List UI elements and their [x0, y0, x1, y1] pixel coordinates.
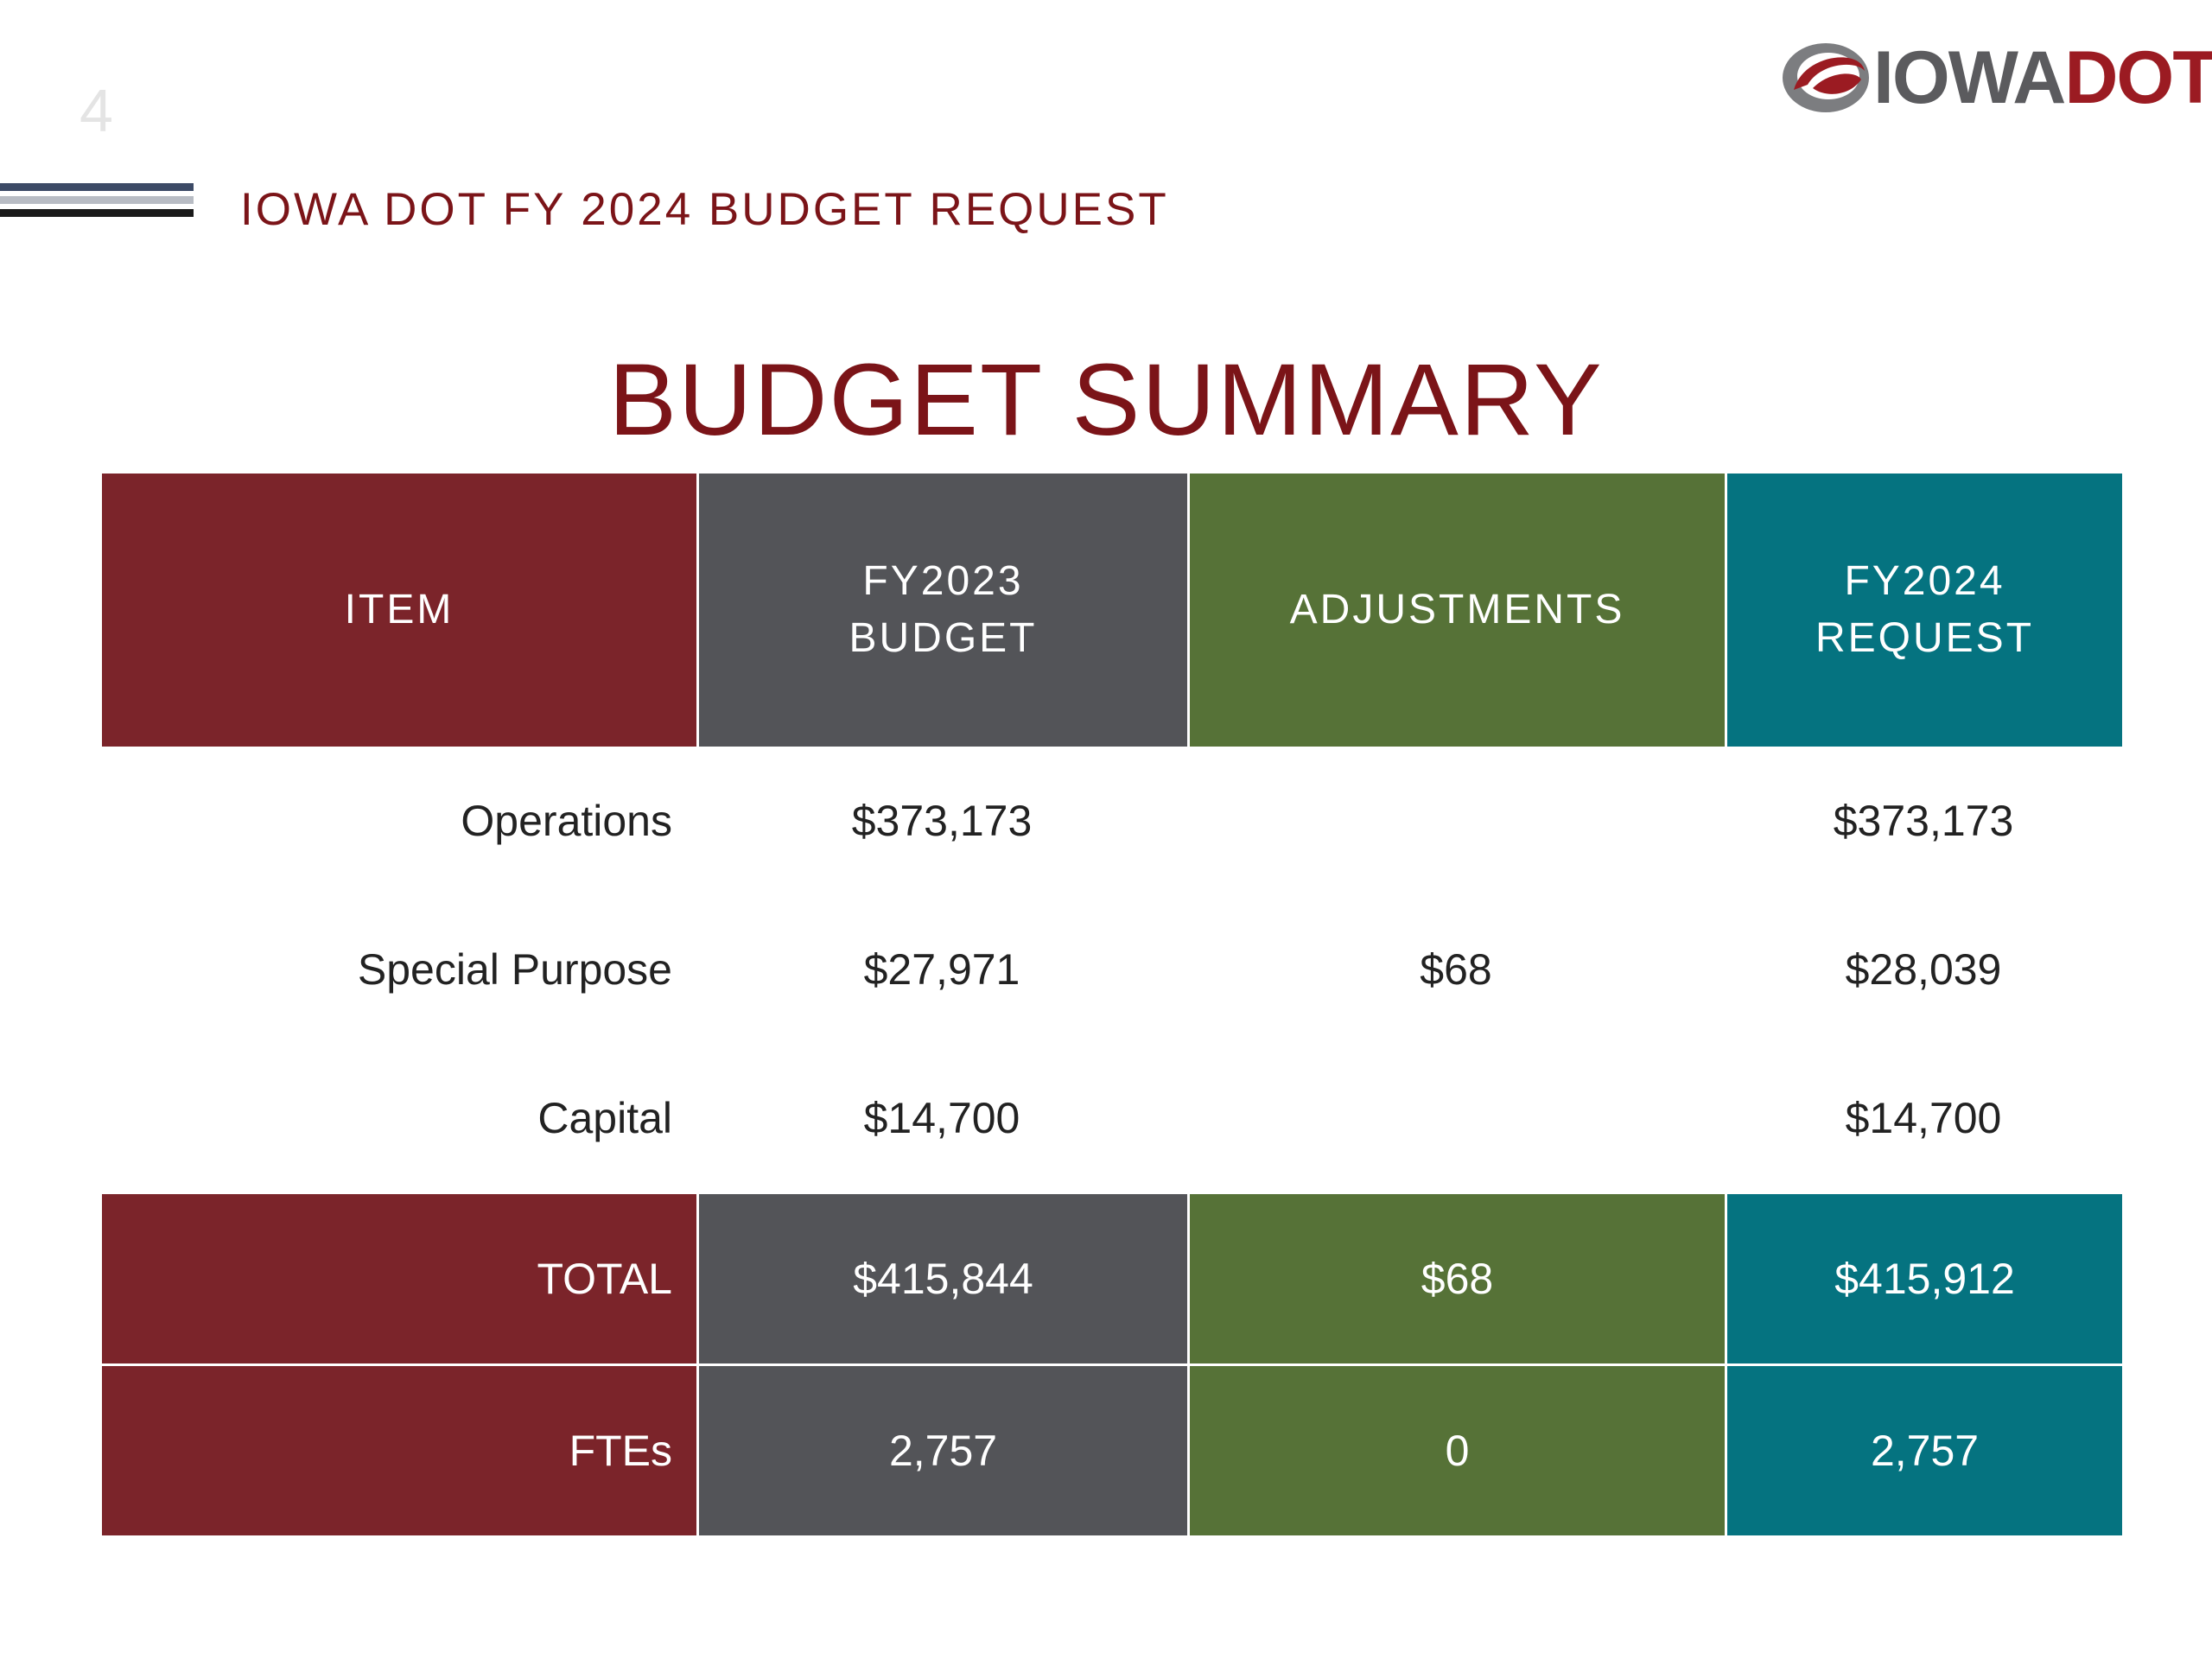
ftes-row: FTEs 2,757 0 2,757 [102, 1363, 2122, 1535]
header-decorative-lines [0, 183, 194, 222]
page-title: BUDGET SUMMARY [608, 343, 1604, 457]
total-row: TOTAL $415,844 $68 $415,912 [102, 1192, 2122, 1363]
budget-summary-table: ITEM FY2023 BUDGET ADJUSTMENTS FY2024 RE… [102, 474, 2122, 1535]
adjustment-value [1187, 1044, 1725, 1192]
header-fy2024-request: FY2024 REQUEST [1725, 474, 2122, 747]
decor-line-1 [0, 183, 194, 191]
table-row: Special Purpose $27,971 $68 $28,039 [102, 895, 2122, 1044]
total-adjustments: $68 [1187, 1194, 1725, 1363]
adjustment-value: $68 [1420, 945, 1492, 994]
fy2023-value: $373,173 [851, 797, 1033, 845]
total-fy2024: $415,912 [1725, 1194, 2122, 1363]
row-label: Operations [461, 797, 672, 845]
header-title: IOWA DOT FY 2024 BUDGET REQUEST [240, 184, 1169, 235]
fy2024-value: $373,173 [1833, 797, 2014, 845]
total-fy2023: $415,844 [696, 1194, 1187, 1363]
logo-text-dot: DOT [2064, 36, 2212, 119]
logo-text-iowa: IOWA [1873, 36, 2066, 119]
ftes-fy2024: 2,757 [1725, 1366, 2122, 1535]
row-label: Capital [537, 1094, 672, 1142]
iowa-dot-swoosh-logo-icon [1783, 43, 1869, 112]
fy2023-value: $14,700 [863, 1094, 1020, 1142]
header-item: ITEM [102, 474, 696, 747]
ftes-label: FTEs [102, 1366, 696, 1535]
table-header-row: ITEM FY2023 BUDGET ADJUSTMENTS FY2024 RE… [102, 474, 2122, 747]
header-fy2023-budget: FY2023 BUDGET [696, 474, 1187, 747]
table-row: Operations $373,173 $373,173 [102, 747, 2122, 895]
decor-line-2 [0, 196, 194, 204]
total-label: TOTAL [102, 1194, 696, 1363]
fy2023-value: $27,971 [863, 945, 1020, 994]
ftes-fy2023: 2,757 [696, 1366, 1187, 1535]
fy2024-value: $28,039 [1845, 945, 2002, 994]
decor-line-3 [0, 209, 194, 217]
adjustment-value [1187, 747, 1725, 895]
row-label: Special Purpose [357, 945, 672, 994]
iowa-dot-logo: IOWA DOT [1778, 35, 2212, 121]
header-adjustments: ADJUSTMENTS [1187, 474, 1725, 747]
fy2024-value: $14,700 [1845, 1094, 2002, 1142]
ftes-adjustments: 0 [1187, 1366, 1725, 1535]
table-row: Capital $14,700 $14,700 [102, 1044, 2122, 1192]
slide-number: 4 [79, 77, 113, 144]
